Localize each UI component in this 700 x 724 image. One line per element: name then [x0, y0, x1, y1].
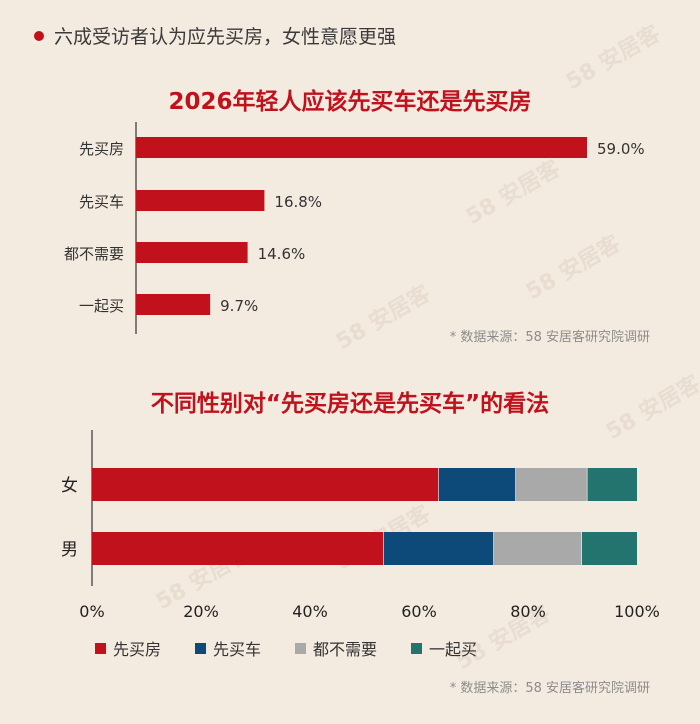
legend-swatch — [411, 642, 423, 654]
chart2-x-tick-label: 60% — [401, 602, 437, 621]
chart2-x-tick-label: 20% — [183, 602, 219, 621]
chart2-category-label: 男 — [61, 540, 78, 560]
legend-item: 先买车 — [195, 636, 261, 660]
chart1-bar — [136, 137, 587, 158]
legend-label: 先买车 — [213, 640, 262, 659]
legend-label: 一起买 — [429, 640, 478, 659]
chart2-x-tick-label: 80% — [510, 602, 546, 621]
chart2-category-label: 女 — [61, 476, 78, 496]
chart2-bar-segment — [581, 532, 637, 565]
bullet-dot-icon — [34, 30, 44, 41]
chart1-bar — [136, 242, 248, 263]
chart2-bar-segment — [515, 468, 588, 501]
chart1-category-label: 都不需要 — [64, 245, 124, 263]
chart1-value-label: 14.6% — [258, 245, 306, 263]
chart2-title: 不同性别对“先买房还是先买车”的看法 — [150, 391, 550, 417]
legend-swatch — [195, 642, 207, 654]
legend-label: 都不需要 — [313, 640, 378, 659]
chart1-category-label: 一起买 — [79, 297, 124, 315]
chart2-bar-segment — [587, 468, 637, 501]
chart1-value-label: 9.7% — [220, 297, 258, 315]
chart1-category-label: 先买房 — [79, 140, 124, 158]
chart1-value-label: 16.8% — [274, 193, 322, 211]
legend-swatch — [95, 642, 106, 654]
chart1-bar — [136, 294, 211, 315]
legend-label: 先买房 — [113, 640, 162, 659]
chart2-x-tick-label: 100% — [614, 602, 660, 621]
chart1-bar — [136, 190, 265, 211]
headline: 六成受访者认为应先买房，女性意愿更强 — [34, 22, 396, 49]
chart2-x-tick-label: 0% — [79, 602, 104, 621]
chart1-source: * 数据来源：58 安居客研究院调研 — [449, 330, 650, 345]
chart2-bar-segment — [438, 468, 516, 501]
chart2-source: * 数据来源：58 安居客研究院调研 — [449, 681, 650, 696]
chart2-bar-segment — [383, 532, 494, 565]
chart2-bar-segment — [493, 532, 582, 565]
chart2-x-tick-label: 40% — [292, 602, 328, 621]
chart1-category-label: 先买车 — [79, 193, 124, 211]
legend-item: 都不需要 — [295, 636, 377, 660]
legend-item: 先买房 — [95, 636, 161, 660]
legend-swatch — [295, 642, 307, 654]
chart2-bar-segment — [92, 468, 439, 501]
headline-text: 六成受访者认为应先买房，女性意愿更强 — [54, 26, 397, 48]
chart1-title: 2026年轻人应该先买车还是先买房 — [168, 89, 532, 115]
chart2-bar-segment — [92, 532, 384, 565]
chart1-value-label: 59.0% — [597, 140, 645, 158]
chart2-legend: 先买房 先买车 都不需要 一起买 — [95, 636, 511, 660]
legend-item: 一起买 — [411, 636, 477, 660]
